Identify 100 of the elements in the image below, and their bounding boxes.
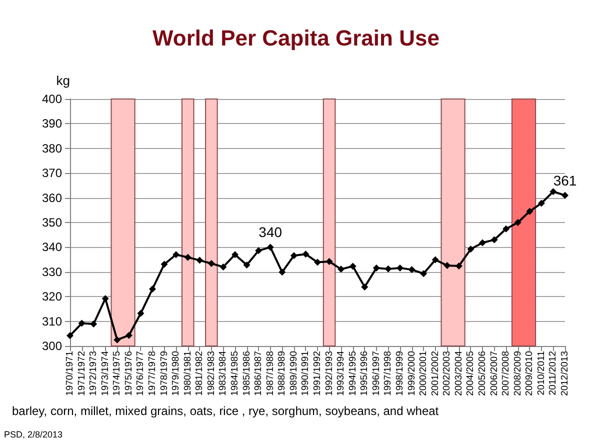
x-tick-label: 1990/1991	[300, 351, 312, 396]
point	[243, 261, 250, 268]
point	[278, 268, 286, 276]
point	[467, 246, 474, 253]
x-tick-label: 1985/1986	[241, 351, 252, 396]
point	[479, 239, 486, 246]
point	[526, 208, 534, 215]
x-tick-label: 2011/2012	[548, 351, 559, 396]
chart-title: World Per Capita Grain Use	[152, 26, 440, 50]
x-tick-label: 2002/2003	[442, 351, 453, 396]
x-tick-label: 1977/1978	[147, 351, 158, 396]
point	[125, 332, 132, 339]
point	[184, 254, 192, 261]
point	[432, 256, 439, 264]
point	[349, 262, 356, 270]
point	[444, 262, 451, 269]
point	[372, 264, 380, 272]
x-tick-label: 1987/1988	[264, 351, 276, 396]
point	[149, 285, 156, 292]
point	[266, 244, 274, 251]
point	[490, 236, 498, 244]
point	[66, 332, 74, 340]
x-tick-label: 1979/1980	[170, 351, 182, 396]
point	[455, 262, 462, 270]
x-tick-label: 1973/1974	[100, 351, 111, 396]
x-tick-label: 2005/2006	[477, 351, 488, 396]
x-tick-label: 2000/2001	[418, 351, 430, 396]
point	[502, 225, 510, 232]
y-tick-label: 380	[42, 141, 62, 156]
point	[90, 320, 98, 328]
point	[326, 258, 333, 266]
point	[408, 266, 416, 274]
y-tick-label: 370	[42, 166, 62, 180]
point	[290, 252, 298, 260]
x-tick-label: 2003/2004	[453, 351, 464, 396]
y-tick-label: 340	[42, 240, 62, 254]
x-tick-label: 1996/1997	[370, 351, 382, 396]
annotation: 361	[553, 172, 577, 188]
x-tick-label: 1978/1979	[158, 351, 170, 396]
x-tick-label: 1970/1971	[64, 351, 76, 396]
point	[196, 256, 204, 264]
point	[384, 265, 392, 272]
x-tick-label: 2007/2008	[500, 351, 512, 396]
x-tick-label: 2001/2002	[430, 351, 441, 396]
x-tick-label: 2006/2007	[488, 351, 500, 396]
x-tick-label: 1995/1996	[359, 351, 370, 396]
point	[137, 310, 144, 317]
x-tick-label: 2012/2013	[560, 351, 570, 396]
point	[396, 264, 404, 272]
x-tick-label: 1971/1972	[76, 351, 88, 396]
annotation: 340	[258, 224, 282, 240]
y-tick-label: 330	[42, 264, 62, 279]
point	[314, 258, 321, 266]
point	[550, 188, 557, 196]
point	[208, 260, 215, 267]
text: PSD, 2/8/2013	[4, 430, 63, 440]
point	[102, 295, 109, 302]
x-tick-label: 1998/1999	[394, 351, 406, 396]
x-tick-label: 1991/1992	[312, 351, 323, 396]
x-tick-label: 1976/1977	[135, 351, 146, 396]
x-tick-label: 1972/1973	[88, 351, 100, 396]
y-axis-title: kg	[56, 73, 70, 88]
point	[220, 263, 227, 270]
y-tick-label: 320	[42, 290, 62, 304]
x-tick-label: 2010/2011	[536, 351, 547, 396]
x-tick-label: 1975/1976	[123, 351, 134, 396]
x-tick-label: 1999/2000	[406, 351, 418, 396]
x-tick-label: 2004/2005	[465, 351, 476, 396]
x-tick-label: 1997/1998	[382, 351, 394, 396]
point	[232, 251, 238, 258]
point	[160, 260, 168, 268]
x-tick-label: 1989/1990	[288, 351, 300, 396]
x-tick-label: 1994/1995	[347, 351, 358, 396]
point	[338, 266, 345, 273]
x-tick-label: 1988/1989	[276, 351, 288, 396]
y-tick-label: 360	[42, 190, 62, 205]
y-tick-label: 390	[42, 116, 62, 131]
x-tick-label: 1981/1982	[194, 351, 206, 396]
x-tick-label: 2009/2010	[524, 351, 536, 396]
point	[78, 320, 86, 327]
point	[172, 251, 180, 258]
point	[361, 283, 368, 290]
point	[420, 270, 428, 278]
point	[114, 336, 121, 344]
point	[302, 250, 310, 258]
y-tick-label: 350	[42, 216, 62, 230]
point	[562, 192, 568, 199]
x-tick-label: 1984/1985	[230, 351, 240, 396]
y-tick-label: 400	[42, 92, 62, 106]
text: barley, corn, millet, mixed grains, oats, rice , rye, sorghum, soybeans, and wheat	[12, 404, 440, 418]
y-tick-label: 310	[42, 314, 62, 328]
x-tick-label: 1974/1975	[112, 351, 123, 396]
x-tick-label: 1982/1983	[206, 351, 217, 396]
x-tick-label: 2008/2009	[512, 351, 524, 396]
point	[514, 219, 522, 226]
x-tick-label: 1993/1994	[336, 351, 347, 396]
x-tick-label: 1986/1987	[253, 351, 264, 396]
x-tick-label: 1980/1981	[182, 351, 194, 396]
x-tick-label: 1992/1993	[324, 351, 335, 396]
point	[538, 200, 545, 207]
